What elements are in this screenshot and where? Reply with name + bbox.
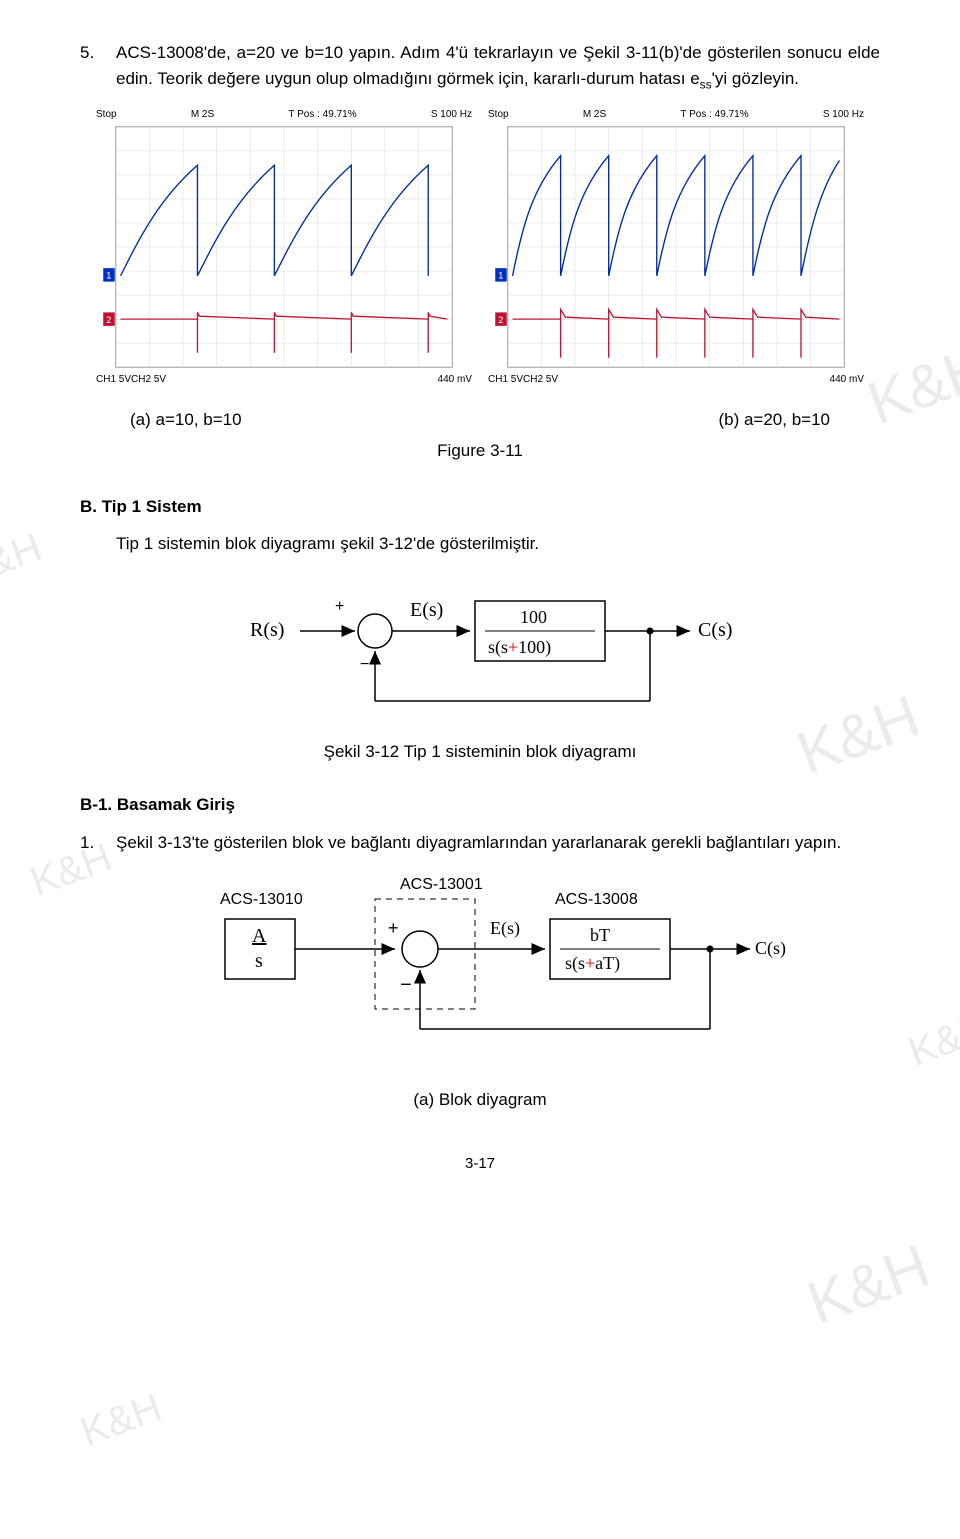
subscript: ss: [700, 77, 712, 91]
tf-den-op: +: [508, 637, 518, 657]
scope-s100: S 100 Hz: [823, 107, 864, 122]
label-C: C(s): [698, 619, 732, 641]
scope-row: Stop M 2S T Pos : 49.71% S 100 Hz 1: [80, 107, 880, 387]
svg-text:s(s+aT): s(s+aT): [565, 953, 620, 974]
minus-sign: −: [360, 656, 369, 673]
fig311-b: (b) a=20, b=10: [718, 407, 830, 433]
tf-den-post: 100): [518, 637, 551, 658]
section-b-heading: B. Tip 1 Sistem: [80, 494, 880, 520]
item-text-after: 'yi gözleyin.: [712, 69, 799, 88]
scope-stop: Stop: [488, 107, 509, 122]
scope-footer: CH1 5V CH2 5V 440 mV: [486, 372, 866, 387]
scope-tpos: T Pos : 49.71%: [288, 107, 356, 122]
section-b-text: Tip 1 sistemin blok diyagramı şekil 3-12…: [80, 531, 880, 557]
item-number: 1.: [80, 830, 102, 856]
label-E: E(s): [410, 599, 443, 621]
svg-text:s(s+100): s(s+100): [488, 637, 551, 658]
fig311-labels: (a) a=10, b=10 (b) a=20, b=10: [130, 407, 830, 433]
watermark: K&H: [0, 518, 50, 603]
scope-header: Stop M 2S T Pos : 49.71% S 100 Hz: [486, 107, 866, 122]
watermark: K&H: [72, 1378, 170, 1463]
svg-text:2: 2: [106, 315, 111, 326]
tf-den-pre: s(s: [488, 637, 508, 658]
plus: +: [388, 918, 399, 938]
page-number: 3-17: [80, 1153, 880, 1176]
section-b-title: Tip 1 Sistem: [102, 497, 202, 516]
scope-ch1: CH1 5V: [488, 372, 523, 387]
item-body: ACS-13008'de, a=20 ve b=10 yapın. Adım 4…: [116, 40, 880, 93]
fig311-a: (a) a=10, b=10: [130, 407, 242, 433]
label-R: R(s): [250, 619, 284, 641]
acs01-label: ACS-13001: [400, 876, 483, 893]
acs08-label: ACS-13008: [555, 891, 638, 908]
E-label: E(s): [490, 918, 520, 939]
scope-header: Stop M 2S T Pos : 49.71% S 100 Hz: [94, 107, 474, 122]
section-b1-heading: B-1. Basamak Giriş: [80, 792, 880, 818]
scope-m2s: M 2S: [583, 107, 606, 122]
watermark: K&H: [795, 1222, 942, 1349]
block-diagram-312: R(s) + − E(s) 100 s(s+100) C(s): [80, 571, 880, 721]
block-diagram-313: ACS-13010 ACS-13001 ACS-13008 A s + − E(…: [80, 869, 880, 1069]
scope-ch2: CH2 5V: [523, 372, 558, 387]
scope-tpos: T Pos : 49.71%: [680, 107, 748, 122]
tf-num: 100: [520, 607, 547, 627]
scope-footer: CH1 5V CH2 5V 440 mV: [94, 372, 474, 387]
minus: −: [400, 974, 412, 996]
scope-svg-a: 1 2: [94, 122, 474, 372]
scope-mv: 440 mV: [438, 372, 472, 387]
plus-sign: +: [335, 598, 344, 615]
scope-mv: 440 mV: [830, 372, 864, 387]
item-body: Şekil 3-13'te gösterilen blok ve bağlant…: [116, 830, 880, 856]
scope-m2s: M 2S: [191, 107, 214, 122]
scope-a: Stop M 2S T Pos : 49.71% S 100 Hz 1: [94, 107, 474, 387]
scope-b: Stop M 2S T Pos : 49.71% S 100 Hz 1 2: [486, 107, 866, 387]
scope-stop: Stop: [96, 107, 117, 122]
scope-ch1: CH1 5V: [96, 372, 131, 387]
den-op: +: [585, 953, 595, 973]
scope-svg-b: 1 2: [486, 122, 866, 372]
watermark: K&H: [900, 998, 960, 1083]
fig311-caption: Figure 3-11: [80, 438, 880, 464]
list-item-b1-1: 1. Şekil 3-13'te gösterilen blok ve bağl…: [80, 830, 880, 856]
section-b-prefix: B.: [80, 497, 97, 516]
fig312-caption: Şekil 3-12 Tip 1 sisteminin blok diyagra…: [80, 739, 880, 765]
den-post: aT): [595, 953, 620, 974]
svg-text:1: 1: [106, 271, 111, 282]
fig313-caption: (a) Blok diyagram: [80, 1087, 880, 1113]
C-label: C(s): [755, 938, 786, 959]
s-label: s: [255, 950, 263, 972]
svg-text:2: 2: [498, 315, 503, 326]
den-pre: s(s: [565, 953, 585, 974]
scope-ch2: CH2 5V: [131, 372, 166, 387]
svg-text:1: 1: [498, 271, 503, 282]
A-label: A: [252, 925, 267, 947]
scope-s100: S 100 Hz: [431, 107, 472, 122]
bT-num: bT: [590, 925, 610, 945]
list-item-5: 5. ACS-13008'de, a=20 ve b=10 yapın. Adı…: [80, 40, 880, 93]
acs10-label: ACS-13010: [220, 891, 303, 908]
item-number: 5.: [80, 40, 102, 93]
